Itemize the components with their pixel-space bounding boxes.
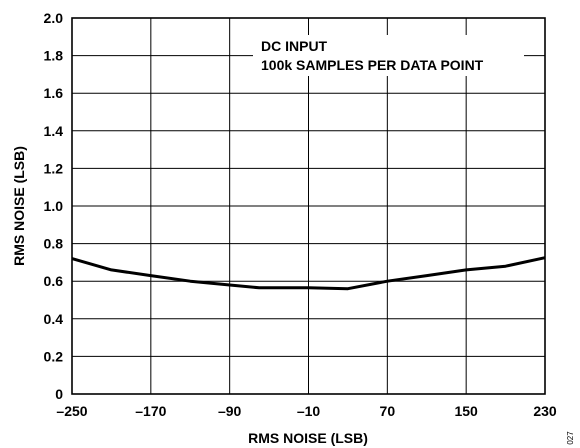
y-tick-label: 1.8	[44, 48, 64, 64]
x-tick-label: –90	[218, 403, 242, 419]
grid-lines	[72, 18, 545, 394]
x-tick-labels: –250 –170 –90 –10 70 150 230	[56, 403, 556, 419]
y-tick-label: 1.6	[44, 85, 64, 101]
annotation-line-2: 100k SAMPLES PER DATA POINT	[261, 57, 484, 73]
series-line	[71, 256, 546, 291]
x-axis-title: RMS NOISE (LSB)	[248, 430, 368, 446]
y-tick-label: 0.6	[44, 273, 64, 289]
y-tick-label: 2.0	[44, 10, 64, 26]
y-axis-title: RMS NOISE (LSB)	[11, 146, 27, 266]
y-tick-label: 1.2	[44, 160, 64, 176]
annotation-box	[253, 35, 524, 76]
annotation-line-1: DC INPUT	[261, 38, 328, 54]
y-tick-label: 0	[55, 386, 63, 402]
y-tick-label: 0.4	[44, 311, 64, 327]
x-tick-label: –170	[135, 403, 166, 419]
x-tick-label: 230	[533, 403, 557, 419]
y-tick-label: 0.8	[44, 236, 64, 252]
plot-frame	[71, 17, 546, 395]
x-tick-label: 70	[380, 403, 396, 419]
y-tick-label: 0.2	[44, 348, 64, 364]
y-tick-label: 1.4	[44, 123, 64, 139]
figure-id: 027	[566, 431, 575, 445]
x-tick-label: 150	[454, 403, 478, 419]
x-tick-label: –250	[56, 403, 87, 419]
y-tick-labels: 0 0.2 0.4 0.6 0.8 1.0 1.2 1.4 1.6 1.8 2.0	[44, 10, 64, 402]
series-group	[71, 256, 546, 291]
y-tick-label: 1.0	[44, 198, 64, 214]
x-tick-label: –10	[297, 403, 321, 419]
